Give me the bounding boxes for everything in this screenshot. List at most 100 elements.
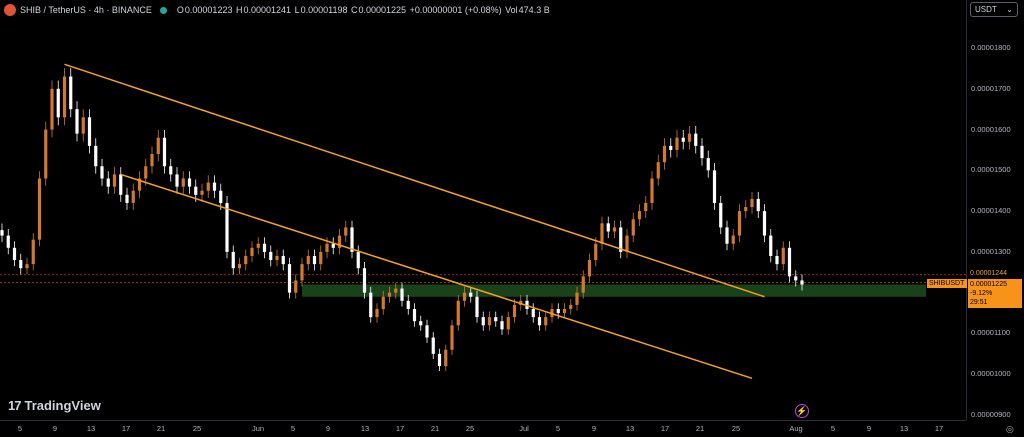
time-tick-label: 25 — [465, 424, 475, 433]
time-tick-label: 13 — [86, 424, 96, 433]
candle-body — [81, 117, 85, 134]
candle-body — [331, 243, 335, 248]
time-tick-label: 9 — [866, 424, 872, 433]
market-status-icon — [159, 6, 167, 14]
chart-pane[interactable] — [0, 0, 966, 420]
candle-body — [212, 182, 217, 191]
candle-body — [581, 276, 585, 293]
candle-body — [719, 202, 723, 228]
candle-body — [744, 207, 748, 212]
time-tick-label: 9 — [325, 424, 331, 433]
candle-body — [444, 349, 448, 367]
candle-body — [62, 76, 67, 118]
candle-body — [556, 308, 560, 314]
candle-body — [531, 308, 535, 318]
time-tick-label: 21 — [695, 424, 705, 433]
candle-body — [694, 133, 698, 146]
candle-body — [637, 211, 642, 220]
candle-body — [450, 325, 454, 350]
symbol-title[interactable]: SHIB / TetherUS · 4h · BINANCE — [20, 5, 152, 15]
candle-body — [644, 202, 648, 212]
candle-body — [619, 227, 623, 252]
candle-body — [337, 235, 342, 248]
candle-body — [750, 198, 754, 208]
candle-body — [12, 247, 17, 261]
support-zone — [302, 284, 926, 297]
candle-body — [687, 133, 692, 142]
candle-body — [106, 178, 110, 187]
lightning-icon[interactable]: ⚡ — [795, 404, 809, 418]
candle-body — [544, 317, 548, 326]
candle-body — [500, 321, 504, 330]
candle-body — [287, 264, 292, 293]
candle-body — [175, 174, 179, 187]
candle-body — [125, 194, 129, 203]
candle-body — [206, 182, 210, 191]
candle-body — [681, 137, 685, 142]
candle-body — [800, 280, 804, 285]
candle-body — [150, 154, 154, 167]
price-axis[interactable]: 0.00001800 0.00001700 0.00001600 0.00001500… — [966, 0, 1024, 420]
candle-body — [725, 227, 729, 244]
candle-body — [50, 88, 54, 130]
candle-body — [512, 304, 517, 318]
tradingview-logo-text: TradingView — [24, 398, 101, 413]
price-tick-label: 0.00001500 — [971, 165, 1011, 175]
candle-body — [37, 178, 42, 240]
candle-body — [700, 145, 704, 159]
time-tick-label: 25 — [192, 424, 202, 433]
candle-body — [612, 227, 617, 232]
channel-upper-line — [64, 63, 765, 298]
close-key: C — [350, 5, 358, 15]
tradingview-logo[interactable]: 17 TradingView — [8, 398, 101, 413]
candle-body — [462, 292, 467, 301]
candle-body — [731, 235, 735, 244]
low-key: L — [294, 5, 300, 15]
candle-body — [631, 219, 635, 236]
high-value: 0.00001241 — [243, 5, 292, 15]
candle-body — [587, 260, 592, 277]
candle-body — [100, 166, 104, 179]
time-tick-label: 13 — [625, 424, 635, 433]
currency-value: USDT — [975, 5, 997, 14]
candle-body — [562, 308, 567, 314]
candle-body — [306, 255, 310, 265]
candle-body — [706, 158, 710, 171]
tradingview-logo-icon: 17 — [8, 398, 22, 413]
candle-body — [137, 178, 142, 191]
candle-body — [144, 166, 148, 179]
candle-body — [319, 251, 323, 265]
tag-pct: -9.12% — [970, 290, 993, 297]
candle-body — [325, 243, 329, 252]
time-tick-label: 5 — [830, 424, 836, 433]
currency-select[interactable]: USDT ⌄ — [970, 2, 1018, 17]
candle-body — [781, 247, 785, 265]
time-tick-label: 5 — [555, 424, 561, 433]
time-tick-label: 17 — [395, 424, 405, 433]
candle-body — [181, 178, 185, 187]
time-axis[interactable]: 5 9 13 17 21 25 Jun 5 9 13 17 21 25 Jul 5 9 13 17 21 25 Aug 5… — [0, 420, 966, 437]
candle-body — [737, 211, 742, 236]
candle-body — [712, 170, 717, 203]
candle-body — [300, 264, 304, 281]
time-tick-label: 17 — [934, 424, 944, 433]
candlestick-chart[interactable] — [0, 0, 966, 420]
ohlc-values: O0.00001223 H0.00001241 L0.00001198 C0.0… — [177, 5, 551, 15]
candle-body — [31, 239, 35, 265]
candle-body — [87, 117, 92, 146]
time-tick-label: 21 — [430, 424, 440, 433]
settings-icon[interactable]: ◎ — [1006, 424, 1014, 434]
price-tick-label: 0.00001400 — [971, 206, 1011, 216]
candle-body — [162, 137, 167, 167]
symbol-price-tag: SHIBUSDT — [927, 279, 967, 288]
time-tick-label: 17 — [121, 424, 131, 433]
candle-body — [537, 317, 542, 326]
low-value: 0.00001198 — [300, 5, 348, 15]
candle-body — [419, 321, 423, 326]
price-tick-label: 0.00001700 — [971, 83, 1011, 93]
candle-body — [425, 325, 429, 338]
candle-body — [662, 145, 667, 163]
candle-body — [275, 255, 279, 261]
price-tick-label: 0.00001600 — [971, 124, 1011, 134]
candle-body — [112, 174, 117, 187]
